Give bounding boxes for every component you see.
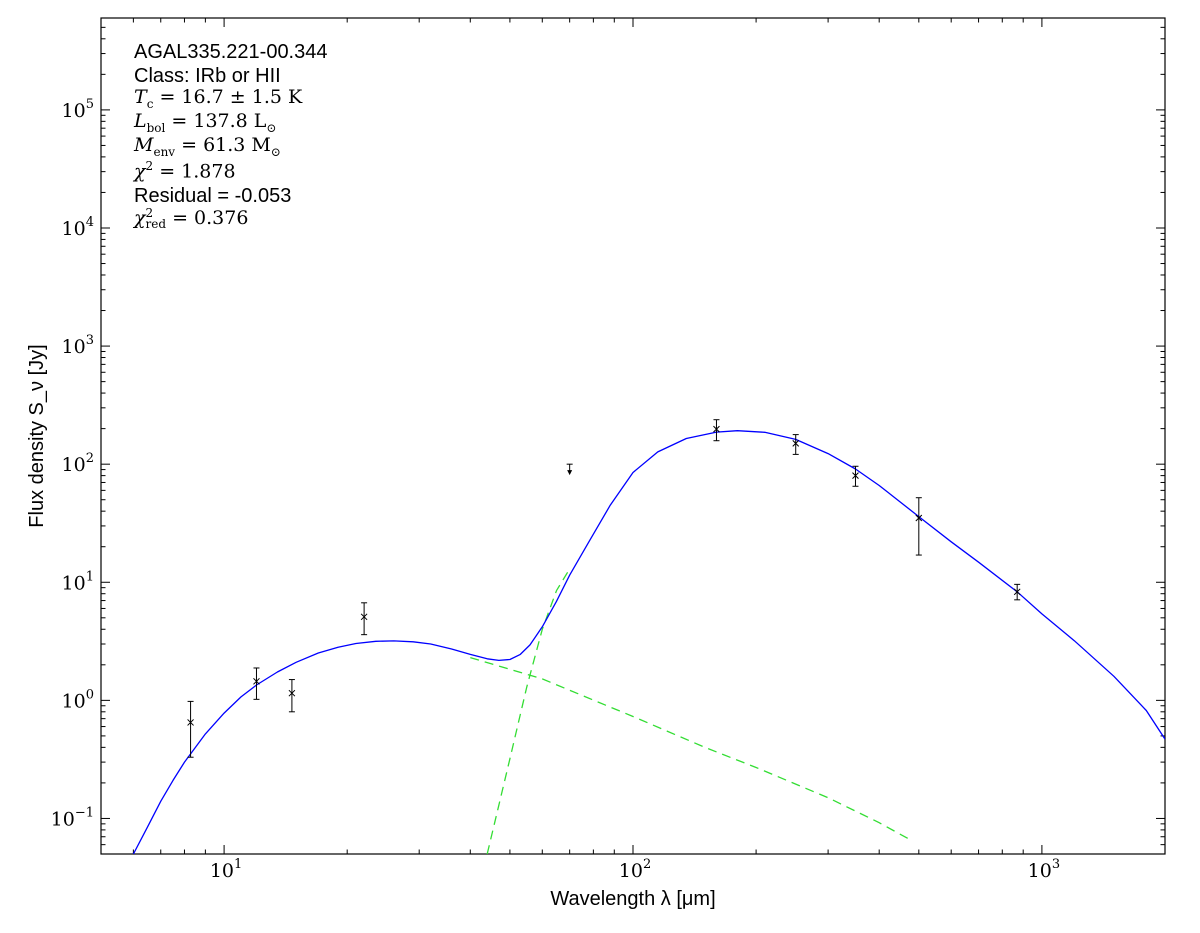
y-tick-label: 10−1 [51,805,94,830]
x-tick-label: 103 [1028,857,1060,882]
y-tick-label: 103 [62,333,94,358]
y-tick-label: 100 [62,687,94,712]
total-model-curve [132,430,1165,854]
data-point [288,679,296,713]
y-axis-label: Flux density S_ν [Jy] [26,344,48,527]
point-marker [915,514,923,522]
data-points [187,419,1021,758]
y-tick-label: 104 [62,215,94,240]
point-marker [1013,588,1021,596]
axis-ticks [100,17,1166,855]
x-axis-label: Wavelength λ [μm] [550,888,715,910]
point-marker [792,440,800,447]
source-class: Class: IRb or HII [134,65,281,87]
x-tick-label: 101 [210,857,242,882]
y-tick-label: 102 [62,451,94,476]
point-marker [288,689,296,697]
luminosity-text: Lbol = 137.8 L⊙ [134,110,277,135]
data-point [1013,583,1021,601]
data-point [713,419,720,442]
temperature-text: Tc = 16.7 ± 1.5 K [134,86,303,111]
point-marker [852,472,859,479]
chi-squared-text: χ2 = 1.878 [134,159,236,183]
data-point [360,602,368,636]
cold-component-curve [486,568,571,854]
residual-text: Residual = -0.053 [134,185,292,207]
x-tick-label: 102 [619,857,651,882]
point-marker [187,719,194,726]
model-curves [132,430,1165,854]
data-point [253,667,260,700]
point-marker [360,613,368,621]
envelope-mass-text: Menv = 61.3 M⊙ [134,134,281,159]
y-tick-label: 101 [62,569,94,594]
data-point [187,700,194,758]
y-tick-label: 105 [62,97,94,122]
point-marker [713,425,720,433]
reduced-chi-squared-text: χ 2 red = 0.376 [134,206,249,231]
source-name: AGAL335.221-00.344 [134,41,328,63]
point-marker [253,677,260,685]
upper-limit-arrow [567,470,573,476]
data-point [852,465,859,487]
warm-component-curve [470,656,912,842]
tick-labels: 101 102 103 10−1 100 101 102 103 104 105 [51,97,1061,882]
data-point [915,497,923,556]
upper-limit-point [566,463,573,476]
data-point [792,434,800,455]
